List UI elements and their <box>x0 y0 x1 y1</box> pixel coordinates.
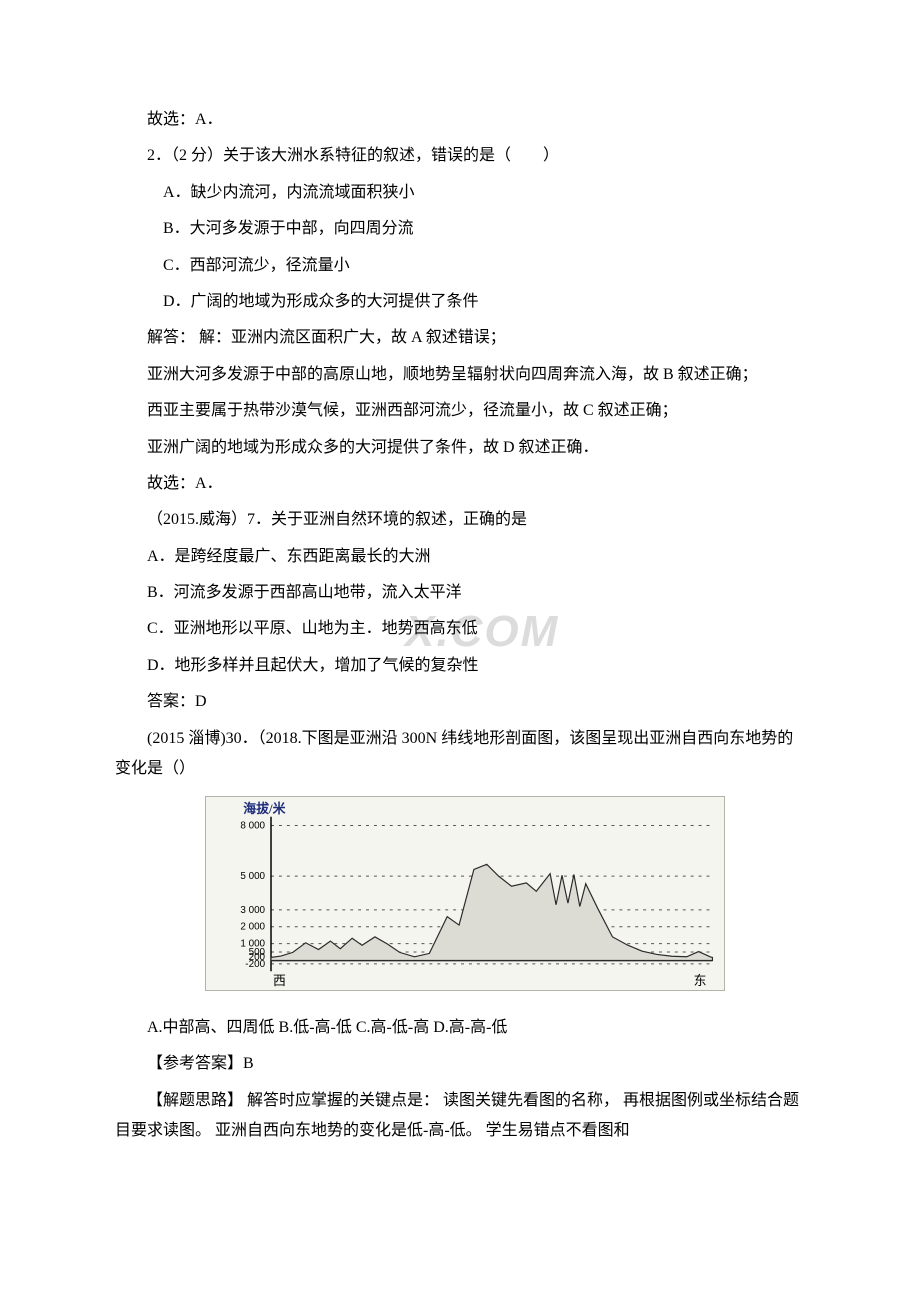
q3-answer: 答案：D <box>115 687 805 717</box>
svg-text:8 000: 8 000 <box>240 821 265 832</box>
q3-option-a: A．是跨经度最广、东西距离最长的大洲 <box>115 542 805 572</box>
svg-text:西: 西 <box>273 974 286 988</box>
svg-text:-200: -200 <box>245 959 265 970</box>
q2-solution-1: 解答： 解：亚洲内流区面积广大，故 A 叙述错误； <box>115 323 805 353</box>
q2-option-c: C．西部河流少，径流量小 <box>115 251 805 281</box>
q4-stem: (2015 淄博)30．（2018.下图是亚洲沿 300N 纬线地形剖面图，该图… <box>115 724 805 785</box>
svg-text:海拔/米: 海拔/米 <box>243 801 285 816</box>
profile-svg: 8 0005 0003 0002 0001 000500200-200海拔/米西… <box>205 796 725 991</box>
q2-solution-4: 亚洲广阔的地域为形成众多的大河提供了条件，故 D 叙述正确． <box>115 433 805 463</box>
svg-text:5 000: 5 000 <box>240 872 265 883</box>
q2-answer: 故选：A． <box>115 469 805 499</box>
q3-option-d: D．地形多样并且起伏大，增加了气候的复杂性 <box>115 651 805 681</box>
svg-text:东: 东 <box>694 974 707 988</box>
q2-stem: 2．（2 分）关于该大洲水系特征的叙述，错误的是（ ） <box>115 141 805 171</box>
q3-option-b: B．河流多发源于西部高山地带，流入太平洋 <box>115 578 805 608</box>
solution-label: 解答： <box>147 329 195 346</box>
document-content: 故选：A． 2．（2 分）关于该大洲水系特征的叙述，错误的是（ ） A．缺少内流… <box>115 105 805 1146</box>
q2-solution-3: 西亚主要属于热带沙漠气候，亚洲西部河流少，径流量小，故 C 叙述正确； <box>115 396 805 426</box>
q4-options: A.中部高、四周低 B.低-高-低 C.高-低-高 D.高-高-低 <box>115 1013 805 1043</box>
svg-text:3 000: 3 000 <box>240 905 265 916</box>
solution-line-1: 解：亚洲内流区面积广大，故 A 叙述错误； <box>199 329 506 346</box>
q2-solution-2: 亚洲大河多发源于中部的高原山地，顺地势呈辐射状向四周奔流入海，故 B 叙述正确； <box>115 360 805 390</box>
prev-answer: 故选：A． <box>115 105 805 135</box>
q2-option-a: A．缺少内流河，内流流域面积狭小 <box>115 178 805 208</box>
svg-text:2 000: 2 000 <box>240 922 265 933</box>
q2-option-d: D．广阔的地域为形成众多的大河提供了条件 <box>115 287 805 317</box>
q3-option-c: C．亚洲地形以平原、山地为主．地势西高东低 <box>115 614 805 644</box>
q2-option-b: B．大河多发源于中部，向四周分流 <box>115 214 805 244</box>
elevation-profile-chart: 8 0005 0003 0002 0001 000500200-200海拔/米西… <box>205 796 805 1002</box>
q4-answer: 【参考答案】B <box>115 1049 805 1079</box>
q4-explain: 【解题思路】 解答时应掌握的关键点是： 读图关键先看图的名称， 再根据图例或坐标… <box>115 1086 805 1147</box>
q3-stem: （2015.威海）7．关于亚洲自然环境的叙述，正确的是 <box>115 505 805 535</box>
